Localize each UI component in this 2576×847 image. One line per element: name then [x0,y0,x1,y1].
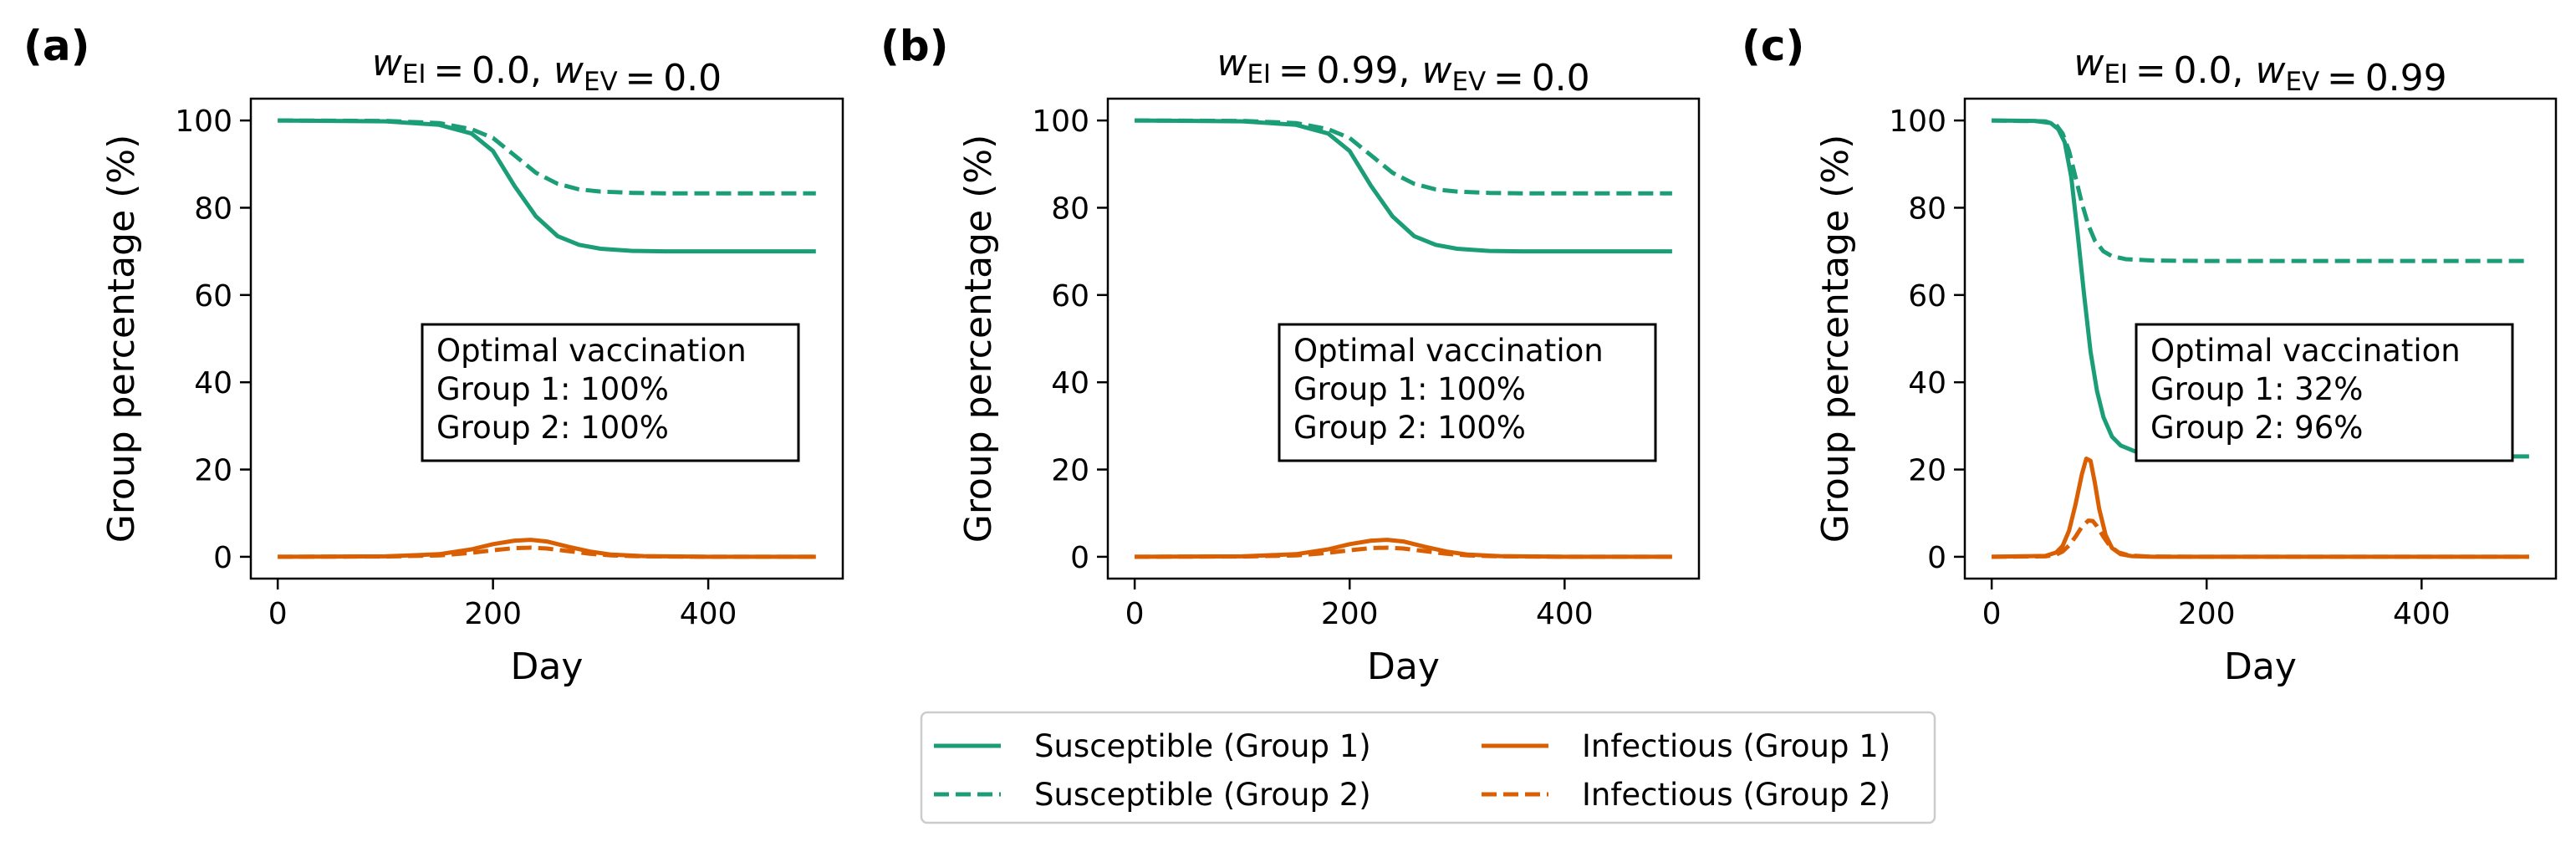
chart-title: wEI = 0.99, wEV = 0.0 [1217,42,1589,99]
y-axis-label: Group percentage (%) [1814,135,1857,543]
x-tick-label: 0 [1125,597,1145,631]
y-tick-label: 80 [1908,191,1946,226]
series-line-s2 [1135,118,1672,196]
annotation-line: Optimal vaccination [2150,333,2461,369]
series-group [1135,118,1672,559]
axes-frame [1106,97,1701,580]
x-axis-label: Day [2224,645,2297,688]
legend-label: Susceptible (Group 1) [1034,728,1371,764]
series-line-s2 [278,118,816,196]
y-tick-label: 60 [1908,279,1946,314]
y-tick-label: 0 [1070,541,1089,575]
x-tick-label: 200 [2178,597,2236,631]
y-tick-label: 80 [194,191,232,226]
series-line-i2 [1135,545,1672,559]
y-tick-label: 20 [1908,454,1946,488]
annotation-line: Group 1: 100% [436,371,669,407]
y-tick-label: 20 [194,454,232,488]
y-axis-label: Group percentage (%) [100,135,143,543]
annotation-box [1278,323,1657,462]
annotation-line: Optimal vaccination [436,333,747,369]
annotation-line: Group 2: 100% [436,410,669,446]
x-tick-label: 400 [680,597,737,631]
x-tick-label: 200 [1321,597,1379,631]
axes-frame [1963,97,2558,580]
y-tick-label: 40 [1051,366,1089,401]
series-line-s1 [1135,118,1672,254]
x-tick-label: 400 [1536,597,1594,631]
y-tick-label: 80 [1051,191,1089,226]
y-tick-label: 0 [1927,541,1946,575]
series-line-i2 [1992,518,2529,559]
y-tick-label: 100 [175,105,232,139]
annotation-box [2135,323,2514,462]
y-tick-label: 100 [1032,105,1089,139]
panel-label: (a) [23,22,89,70]
y-tick-label: 20 [1051,454,1089,488]
x-axis-label: Day [1367,645,1440,688]
x-axis-label: Day [511,645,584,688]
annotation-box [421,323,800,462]
y-tick-label: 40 [1908,366,1946,401]
legend-label: Susceptible (Group 2) [1034,777,1371,813]
annotation-line: Group 2: 96% [2150,410,2363,446]
annotation-line: Group 1: 32% [2150,371,2363,407]
x-tick-label: 0 [1982,597,2002,631]
x-tick-label: 400 [2393,597,2451,631]
legend-label: Infectious (Group 1) [1582,728,1890,764]
x-tick-label: 0 [268,597,288,631]
series-group [278,118,816,559]
x-tick-label: 200 [464,597,522,631]
chart-panel-1: (a) wEI = 0.0, wEV = 0.0 0 200 400 0 20 40 60 80 1… [23,22,844,688]
axes-frame [249,97,844,580]
panel-label: (b) [880,22,949,70]
annotation-line: Group 2: 100% [1293,410,1526,446]
y-tick-label: 100 [1889,105,1946,139]
panels: (a) wEI = 0.0, wEV = 0.00 200 4000204060801… [23,22,2558,688]
y-tick-label: 40 [194,366,232,401]
legend-frame [920,711,1936,824]
chart-panel-3: (c) wEI = 0.0, wEV = 0.99 0 200 400 0 20 40 60 80… [1742,22,2558,688]
chart-title: wEI = 0.0, wEV = 0.99 [2074,42,2446,99]
series-line-i1 [1992,457,2529,559]
series-line-s2 [1992,118,2529,263]
series-line-s1 [278,118,816,254]
y-axis-label: Group percentage (%) [957,135,1000,543]
annotation-line: Group 1: 100% [1293,371,1526,407]
y-tick-label: 60 [1051,279,1089,314]
legend-label: Infectious (Group 2) [1582,777,1890,813]
chart-panel-2: (b) wEI = 0.99, wEV = 0.0 0 200 400 0 20 40 60 80… [880,22,1701,688]
legend: Susceptible (Group 1) Susceptible (Group … [920,711,1936,824]
chart-title: wEI = 0.0, wEV = 0.0 [372,42,722,99]
panel-label: (c) [1742,22,1804,70]
annotation-line: Optimal vaccination [1293,333,1604,369]
series-line-i2 [278,545,816,559]
y-tick-label: 60 [194,279,232,314]
y-tick-label: 0 [213,541,232,575]
